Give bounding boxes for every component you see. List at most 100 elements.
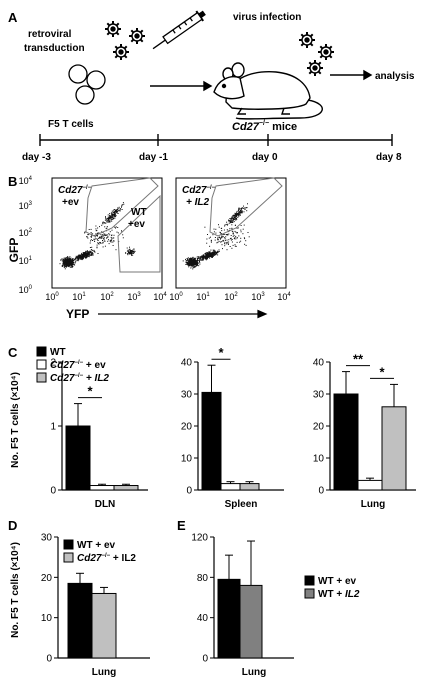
flow-event	[240, 231, 242, 233]
svg-text:WT: WT	[50, 347, 66, 358]
flow-event	[104, 235, 106, 237]
flow-event	[226, 229, 228, 231]
flow-event	[220, 241, 222, 242]
bar	[239, 483, 260, 491]
flow-event	[86, 252, 88, 254]
flow-event	[233, 218, 235, 220]
panel-label-e: E	[177, 518, 186, 533]
panel-label-d: D	[8, 518, 17, 533]
flow-event	[240, 229, 242, 231]
flow-event	[89, 242, 91, 244]
timeline-day-0: day 0	[252, 152, 278, 163]
flow-event	[209, 257, 211, 259]
flow-event	[121, 206, 122, 208]
flow-event	[195, 264, 197, 265]
flow-event	[197, 259, 198, 261]
flow-event	[220, 233, 222, 235]
flow-event	[83, 253, 85, 255]
flow-event	[87, 254, 89, 256]
flow-event	[96, 233, 98, 234]
flow-event	[91, 253, 93, 254]
flow-event	[205, 257, 207, 259]
svg-text:102: 102	[224, 292, 238, 302]
flow-event	[112, 240, 114, 242]
flow-event	[218, 226, 220, 228]
flow-event	[106, 221, 108, 223]
flow-event	[73, 262, 75, 264]
flow-event	[65, 264, 67, 265]
flow-event	[210, 241, 212, 243]
legend-c-item-cd27-il2: Cd27−/− + IL2	[36, 372, 109, 384]
flow-event	[211, 256, 213, 258]
flow-event	[190, 261, 192, 263]
flow-event	[212, 252, 214, 254]
flow-event	[191, 266, 193, 268]
flow-event	[111, 238, 113, 240]
flow-event	[193, 265, 195, 267]
flow-event	[228, 219, 230, 221]
flow-event	[106, 227, 108, 229]
flow-event	[197, 262, 199, 264]
flow-event	[101, 235, 103, 237]
flow-event	[244, 207, 246, 209]
flow-event	[114, 209, 116, 210]
flow-event	[84, 256, 85, 258]
flow-event	[117, 213, 119, 214]
flow-event	[199, 263, 201, 265]
flow-event	[114, 212, 116, 214]
flow-event	[61, 265, 63, 266]
flow-event	[209, 254, 211, 256]
flow-y-ticks: 100 101 102 103 104	[19, 176, 33, 295]
flow-event	[193, 257, 195, 259]
flow-event	[244, 208, 246, 210]
flow-event	[218, 240, 220, 242]
flow-event	[113, 209, 115, 211]
flow-event	[113, 218, 115, 220]
flow-event	[87, 255, 89, 257]
flow-event	[82, 252, 84, 254]
flow-event	[229, 218, 231, 219]
flow-event	[122, 237, 124, 239]
flow-event	[105, 216, 106, 218]
flow-event	[64, 258, 66, 260]
y-tick-label: 10	[181, 454, 193, 465]
flow-event	[86, 254, 88, 256]
flow-event	[212, 252, 214, 254]
flow-event	[79, 258, 81, 260]
flow-event	[112, 241, 114, 243]
flow-event	[193, 263, 195, 265]
y-tick-label: 0	[186, 486, 192, 497]
y-tick-label: 30	[41, 533, 53, 544]
flow-event	[93, 250, 95, 252]
flow-event	[233, 234, 235, 236]
bar	[65, 425, 91, 491]
flow-plot-2-events	[182, 203, 250, 270]
flow-event	[231, 241, 233, 243]
flow-event	[223, 240, 225, 242]
flow-event	[86, 250, 88, 252]
flow-event	[217, 237, 218, 239]
flow-event	[212, 234, 214, 236]
flow-event	[92, 233, 94, 235]
flow-event	[84, 232, 86, 234]
flow-event	[197, 264, 199, 266]
flow-event	[89, 255, 91, 257]
flow-event	[232, 218, 234, 220]
flow-event	[101, 236, 103, 238]
flow-event	[99, 237, 101, 239]
flow-event	[85, 255, 87, 257]
flow-event	[231, 247, 233, 249]
flow-event	[108, 217, 110, 219]
flow-event	[205, 258, 207, 260]
flow-event	[62, 260, 64, 262]
flow-event	[209, 252, 211, 254]
flow-event	[208, 251, 210, 253]
flow-event	[67, 256, 69, 257]
flow-event	[210, 255, 212, 257]
flow-event	[234, 213, 236, 214]
flow-event	[94, 241, 96, 242]
flow-event	[235, 217, 237, 219]
flow-event	[245, 244, 247, 246]
flow-event	[236, 215, 238, 217]
flow-event	[87, 251, 89, 253]
